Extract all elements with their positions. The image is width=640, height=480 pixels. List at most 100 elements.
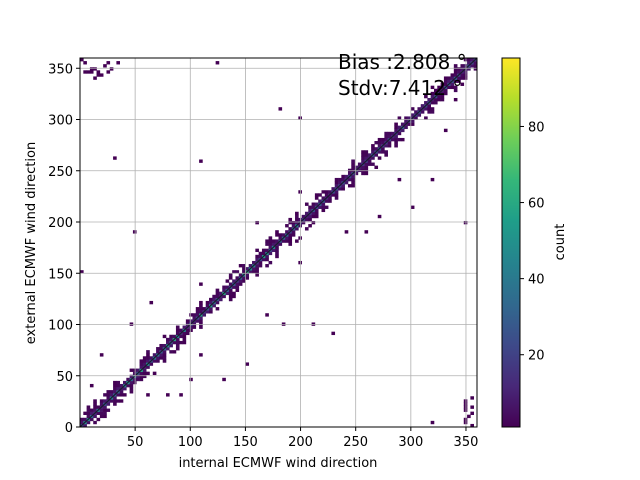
heatmap-cell: [410, 113, 415, 117]
heatmap-cell: [278, 233, 283, 237]
heatmap-cell: [189, 319, 193, 323]
heatmap-cell: [166, 340, 170, 345]
heatmap-cell: [96, 70, 101, 74]
heatmap-cell: [361, 165, 365, 169]
heatmap-cell: [215, 61, 220, 65]
heatmap-cell: [103, 408, 107, 412]
heatmap-cell: [381, 137, 385, 142]
colorbar-label: count: [553, 224, 568, 261]
heatmap-cell: [453, 97, 458, 102]
heatmap-cell: [311, 211, 316, 216]
heatmap-cell: [185, 331, 190, 336]
heatmap-cell: [351, 165, 355, 169]
heatmap-cell: [80, 420, 84, 425]
heatmap-cell: [334, 181, 339, 185]
heatmap-cell: [308, 214, 312, 219]
heatmap-cell: [199, 310, 203, 314]
heatmap-cell: [364, 150, 369, 154]
heatmap-cell: [271, 248, 276, 253]
y-tick-label: 300: [48, 114, 73, 129]
heatmap-cell: [228, 288, 233, 292]
heatmap-cell: [311, 220, 316, 225]
heatmap-cell: [93, 408, 97, 412]
x-tick-label: 350: [454, 435, 479, 450]
heatmap-cell: [341, 174, 345, 179]
heatmap-cell: [129, 380, 134, 385]
heatmap-cell: [116, 383, 120, 388]
heatmap-cell: [460, 64, 465, 68]
heatmap-cell: [116, 393, 120, 397]
heatmap-cell: [86, 411, 91, 415]
heatmap-cell: [89, 67, 94, 71]
heatmap-cell: [397, 177, 402, 182]
heatmap-cell: [308, 205, 312, 209]
heatmap-cell: [265, 254, 269, 259]
heatmap-cell: [440, 97, 445, 102]
heatmap-cell: [291, 233, 296, 237]
heatmap-cell: [103, 399, 107, 403]
heatmap-cell: [116, 387, 120, 391]
heatmap-cell: [453, 70, 458, 74]
heatmap-cell: [103, 411, 107, 415]
heatmap-cell: [457, 67, 461, 71]
heatmap-cell: [384, 153, 388, 157]
heatmap-cell: [113, 402, 117, 406]
heatmap-cell: [139, 374, 144, 379]
heatmap-cell: [361, 150, 365, 154]
heatmap-cell: [430, 177, 435, 182]
colorbar-tick-label: 60: [528, 197, 545, 212]
heatmap-cell: [192, 316, 197, 320]
heatmap-cell: [99, 353, 104, 357]
x-tick-label: 150: [233, 435, 258, 450]
heatmap-cell: [80, 270, 84, 274]
heatmap-cell: [308, 224, 312, 228]
heatmap-cell: [142, 374, 147, 379]
heatmap-cell: [159, 353, 164, 357]
heatmap-cell: [347, 184, 352, 188]
heatmap-cell: [195, 313, 200, 317]
heatmap-cell: [414, 110, 418, 114]
heatmap-cell: [156, 347, 160, 351]
heatmap-cell: [295, 217, 299, 222]
heatmap-cell: [169, 350, 173, 354]
heatmap-cell: [304, 202, 309, 206]
heatmap-cell: [470, 411, 474, 415]
heatmap-cell: [248, 270, 253, 274]
heatmap-cell: [232, 279, 236, 283]
heatmap-cell: [113, 396, 117, 400]
heatmap-cell: [126, 377, 130, 382]
heatmap-cell: [242, 264, 246, 268]
heatmap-cell: [235, 276, 240, 280]
heatmap-cell: [295, 239, 299, 243]
heatmap-cell: [99, 408, 104, 412]
heatmap-cell: [156, 356, 160, 360]
heatmap-cell: [278, 107, 283, 111]
heatmap-cell: [225, 279, 230, 283]
heatmap-cell: [93, 67, 97, 71]
heatmap-cell: [295, 211, 299, 216]
heatmap-cell: [397, 137, 402, 142]
heatmap-cell: [99, 402, 104, 406]
heatmap-cell: [285, 236, 289, 240]
x-axis-label: internal ECMWF wind direction: [179, 456, 378, 471]
heatmap-cell: [113, 380, 117, 385]
heatmap-cell: [162, 356, 167, 360]
heatmap-cell: [103, 64, 107, 68]
heatmap-cell: [430, 101, 435, 105]
heatmap-cell: [205, 300, 210, 305]
heatmap-cell: [109, 393, 114, 397]
heatmap-cell: [202, 307, 207, 311]
heatmap-cell: [172, 350, 177, 354]
heatmap-cell: [96, 411, 101, 415]
heatmap-cell: [93, 402, 97, 406]
heatmap-cell: [232, 285, 236, 289]
heatmap-cell: [371, 156, 375, 160]
heatmap-cell: [175, 328, 180, 332]
heatmap-cell: [470, 405, 474, 409]
heatmap-cell: [265, 313, 269, 317]
heatmap-cell: [275, 233, 279, 237]
heatmap-cell: [106, 390, 111, 394]
heatmap-cell: [404, 125, 408, 130]
heatmap-cell: [96, 417, 101, 422]
